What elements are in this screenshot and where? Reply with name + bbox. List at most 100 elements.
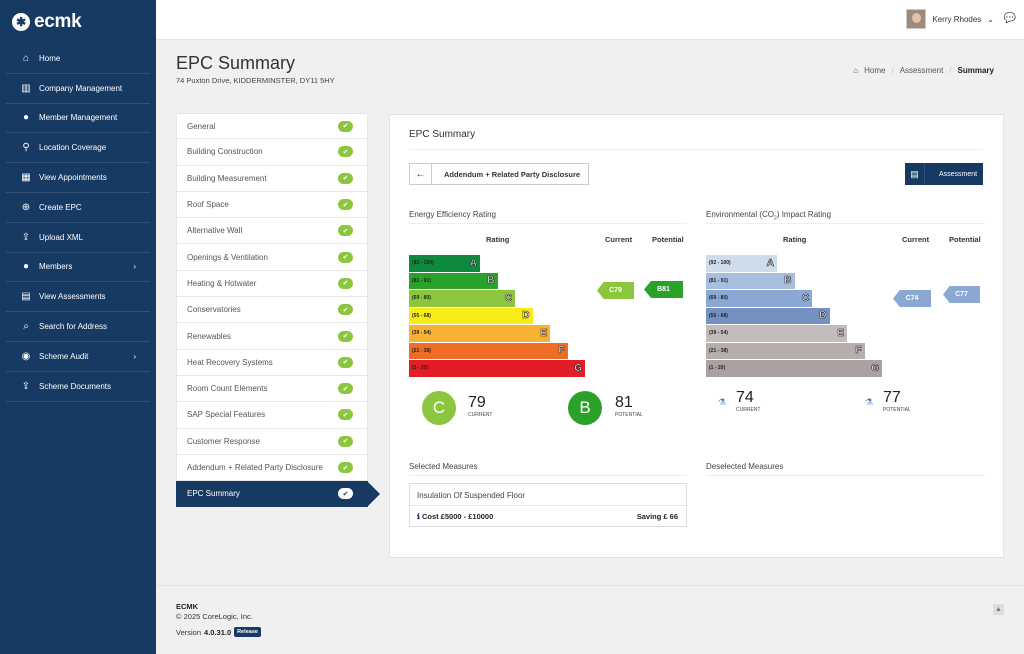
step-renewables[interactable]: Renewables ✔ [176, 323, 368, 350]
user-menu[interactable]: Kerry Rhodes ⌄ [906, 9, 994, 29]
check-icon: ✔ [338, 199, 353, 211]
step-roof-space[interactable]: Roof Space ✔ [176, 191, 368, 219]
step-customer-response[interactable]: Customer Response ✔ [176, 428, 368, 455]
assessment-steps: General ✔ Building Construction ✔ Building… [176, 113, 380, 508]
band-letter: A [766, 257, 774, 269]
band-letter: B [784, 275, 792, 287]
step-building-measurement[interactable]: Building Measurement ✔ [176, 165, 368, 192]
footer: ECMK © 2025 CoreLogic, Inc. Version 4.0.… [156, 585, 1024, 654]
divider [409, 149, 983, 150]
brand[interactable]: ✱ ecmk [0, 0, 156, 44]
step-label: Heat Recovery Systems [187, 357, 273, 367]
band-range: (81 - 91) [709, 277, 728, 284]
environment-band-c: (69 - 80) C [706, 290, 812, 307]
sidebar-item-location-coverage[interactable]: ⚲ Location Coverage [6, 133, 150, 164]
brand-logo[interactable]: ✱ ecmk [12, 11, 82, 33]
step-label: Building Construction [187, 147, 263, 157]
step-label: General [187, 121, 216, 131]
step-openings-ventilation[interactable]: Openings & Ventilation ✔ [176, 244, 368, 271]
chevron-up-icon: ▲ [995, 606, 1002, 613]
upload-icon: ⇪ [21, 231, 31, 243]
back-button-label: Addendum + Related Party Disclosure [444, 169, 581, 179]
sidebar-item-members[interactable]: ● Members › [6, 253, 150, 283]
breadcrumb-current: Summary [957, 66, 994, 75]
band-letter: D [819, 310, 827, 322]
energy-title: Energy Efficiency Rating [409, 210, 497, 219]
step-heat-recovery-systems[interactable]: Heat Recovery Systems ✔ [176, 349, 368, 376]
step-conservatories[interactable]: Conservatories ✔ [176, 297, 368, 324]
energy-band-e: (39 - 54) E [409, 325, 550, 342]
step-label: SAP Special Features [187, 410, 266, 420]
band-letter: C [801, 292, 809, 304]
energy-potential-tag: B81 [657, 286, 670, 293]
sidebar-item-company-management[interactable]: ▥ Company Management [6, 74, 150, 104]
plus-circle-icon: ⊕ [21, 201, 31, 213]
sidebar-item-member-management[interactable]: ● Member Management [6, 104, 150, 134]
sidebar-item-label: Members [39, 262, 73, 272]
sidebar: ✱ ecmk ⌂ Home ▥ Company Management ● Mem… [0, 0, 156, 654]
upload-icon: ⇪ [21, 380, 31, 392]
release-badge: Release [234, 627, 261, 637]
environment-potential-tag: C77 [955, 291, 968, 298]
energy-band-b: (81 - 91) B [409, 272, 498, 289]
divider [706, 223, 985, 224]
search-icon: ⌕ [23, 321, 29, 333]
chat-icon[interactable]: 💬 [1003, 13, 1016, 24]
sidebar-item-upload-xml[interactable]: ⇪ Upload XML [6, 223, 150, 253]
energy-band-d: (55 - 68) D [409, 307, 533, 324]
band-letter: D [522, 310, 530, 322]
building-icon: ▥ [21, 82, 31, 94]
breadcrumb-home[interactable]: Home [864, 66, 886, 75]
step-label: Room Count Elements [187, 384, 268, 394]
sidebar-item-search-for-address[interactable]: ⌕ Search for Address [6, 312, 150, 342]
assessment-button[interactable]: ▤ Assessment [905, 163, 983, 185]
scroll-top-button[interactable]: ▲ [993, 604, 1004, 615]
sidebar-item-view-appointments[interactable]: ▦ View Appointments [6, 163, 150, 193]
step-epc-summary[interactable]: EPC Summary ✔ [176, 481, 380, 508]
measure-item[interactable]: Insulation Of Suspended Floor ℹ Cost £50… [409, 483, 687, 527]
step-label: Roof Space [187, 200, 229, 210]
divider [409, 475, 687, 476]
band-letter: G [574, 362, 582, 374]
check-icon: ✔ [338, 251, 353, 263]
back-button[interactable]: ← Addendum + Related Party Disclosure [409, 163, 590, 185]
co2-icon: ⚗ [718, 397, 727, 407]
breadcrumb-assessment[interactable]: Assessment [899, 66, 944, 75]
energy-potential-pointer: B81 [644, 281, 683, 298]
footer-copyright: © 2025 CoreLogic, Inc. [176, 612, 253, 621]
step-building-construction[interactable]: Building Construction ✔ [176, 139, 368, 166]
environment-title-post: ) Impact Rating [776, 210, 832, 219]
step-label: Addendum + Related Party Disclosure [187, 463, 323, 472]
environment-current-pointer: C74 [893, 290, 931, 307]
step-label: Renewables [187, 331, 232, 341]
step-sap-special-features[interactable]: SAP Special Features ✔ [176, 402, 368, 429]
step-label: Alternative Wall [187, 226, 243, 236]
avatar[interactable] [906, 9, 927, 29]
energy-current-value: 79 [468, 394, 486, 411]
band-range: (1 - 20) [412, 365, 429, 372]
chevron-down-icon[interactable]: ⌄ [987, 14, 994, 24]
environment-col-rating: Rating [783, 235, 807, 244]
step-alternative-wall[interactable]: Alternative Wall ✔ [176, 218, 368, 245]
page-title: EPC Summary [176, 53, 296, 73]
energy-potential-value: 81 [615, 394, 633, 411]
band-letter: F [558, 345, 565, 357]
step-addendum[interactable]: Addendum + Related Party Disclosure ✔ [176, 454, 368, 482]
user-name[interactable]: Kerry Rhodes [932, 14, 982, 24]
brand-name: ecmk [34, 11, 82, 32]
check-icon: ✔ [338, 172, 353, 184]
step-label: Openings & Ventilation [187, 252, 268, 262]
sidebar-item-create-epc[interactable]: ⊕ Create EPC [6, 193, 150, 223]
sidebar-item-home[interactable]: ⌂ Home [6, 44, 150, 74]
sidebar-item-scheme-audit[interactable]: ◉ Scheme Audit › [6, 342, 150, 372]
step-heating-hotwater[interactable]: Heating & Hotwater ✔ [176, 270, 368, 298]
band-letter: E [837, 327, 844, 339]
step-general[interactable]: General ✔ [176, 113, 368, 140]
arrow-left-icon: ← [410, 164, 432, 184]
sidebar-item-scheme-documents[interactable]: ⇪ Scheme Documents [6, 372, 150, 402]
topbar: Kerry Rhodes ⌄ 💬 [156, 0, 1024, 40]
step-room-count-elements[interactable]: Room Count Elements ✔ [176, 375, 368, 403]
sidebar-item-label: View Appointments [39, 173, 107, 183]
sidebar-item-view-assessments[interactable]: ▤ View Assessments [6, 282, 150, 313]
check-icon: ✔ [338, 488, 353, 500]
